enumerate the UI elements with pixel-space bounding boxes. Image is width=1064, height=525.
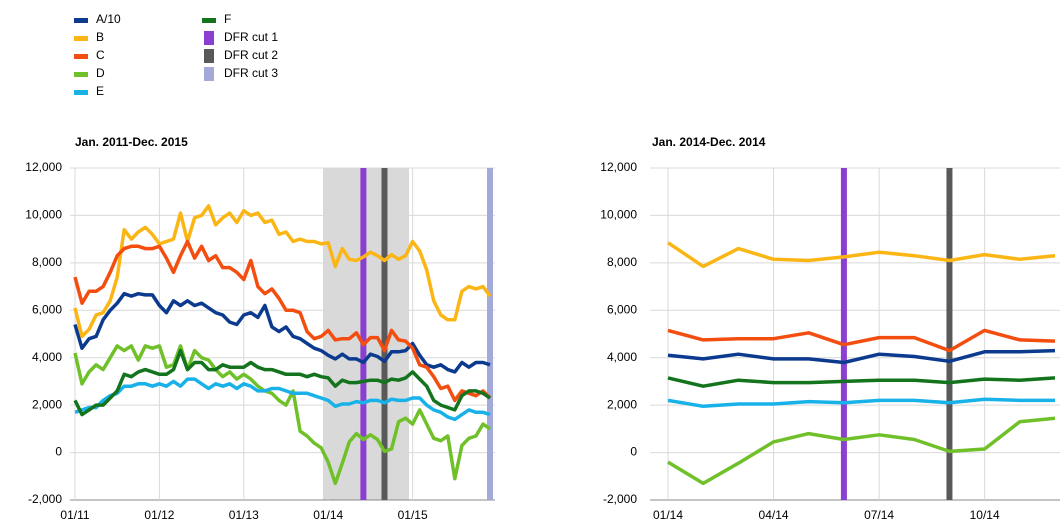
series-line (73, 348, 491, 417)
x-tick-label: 01/11 (60, 508, 89, 522)
series-line (667, 328, 1056, 353)
y-tick-label: 8,000 (607, 255, 637, 269)
y-tick-label: 10,000 (600, 208, 637, 222)
y-tick-label: 4,000 (607, 350, 637, 364)
chart-subtitle: Jan. 2014-Dec. 2014 (652, 135, 766, 149)
y-tick-label: -2,000 (603, 492, 637, 506)
series-line (73, 239, 492, 403)
series-line (667, 397, 1055, 409)
x-tick-label: 04/14 (759, 508, 789, 522)
y-tick-label: 2,000 (607, 397, 637, 411)
legend-swatch (204, 67, 214, 81)
y-tick-label: 6,000 (32, 302, 62, 316)
series-line (667, 416, 1056, 486)
legend-label: DFR cut 3 (224, 66, 278, 80)
y-tick-label: -2,000 (28, 492, 62, 506)
x-tick-label: 01/14 (313, 508, 343, 522)
x-tick-label: 01/15 (398, 508, 428, 522)
legend-swatch (74, 72, 88, 77)
y-tick-label: 0 (630, 445, 637, 459)
y-tick-label: 8,000 (32, 255, 62, 269)
x-tick-label: 10/14 (970, 508, 1000, 522)
legend-label: DFR cut 1 (224, 30, 278, 44)
x-tick-label: 01/12 (144, 508, 174, 522)
series-line (73, 291, 491, 374)
x-tick-label: 01/13 (229, 508, 259, 522)
x-tick-label: 07/14 (864, 508, 894, 522)
legend-swatch (74, 90, 88, 95)
series-line (73, 204, 492, 339)
legend-label: B (96, 30, 104, 44)
series-line (667, 348, 1056, 365)
legend-swatch (204, 31, 214, 45)
legend-swatch (74, 54, 88, 59)
legend-label: F (224, 12, 231, 26)
legend-swatch (74, 36, 88, 41)
legend-swatch (204, 49, 214, 63)
legend-swatch (74, 18, 88, 23)
legend-swatch (202, 18, 216, 23)
y-tick-label: 12,000 (600, 160, 637, 174)
y-tick-label: 0 (55, 445, 62, 459)
legend-label: DFR cut 2 (224, 48, 278, 62)
y-tick-label: 10,000 (25, 208, 62, 222)
legend-label: A/10 (96, 12, 121, 26)
x-tick-label: 01/14 (653, 508, 683, 522)
series-line (73, 344, 491, 486)
y-tick-label: 4,000 (32, 350, 62, 364)
series-line (667, 241, 1056, 269)
y-tick-label: 12,000 (25, 160, 62, 174)
chart-subtitle: Jan. 2011-Dec. 2015 (75, 135, 188, 149)
y-tick-label: 6,000 (607, 302, 637, 316)
y-tick-label: 2,000 (32, 397, 62, 411)
legend-label: D (96, 66, 105, 80)
legend-label: E (96, 84, 104, 98)
series-line (74, 377, 491, 422)
legend-label: C (96, 48, 105, 62)
series-line (667, 376, 1056, 388)
